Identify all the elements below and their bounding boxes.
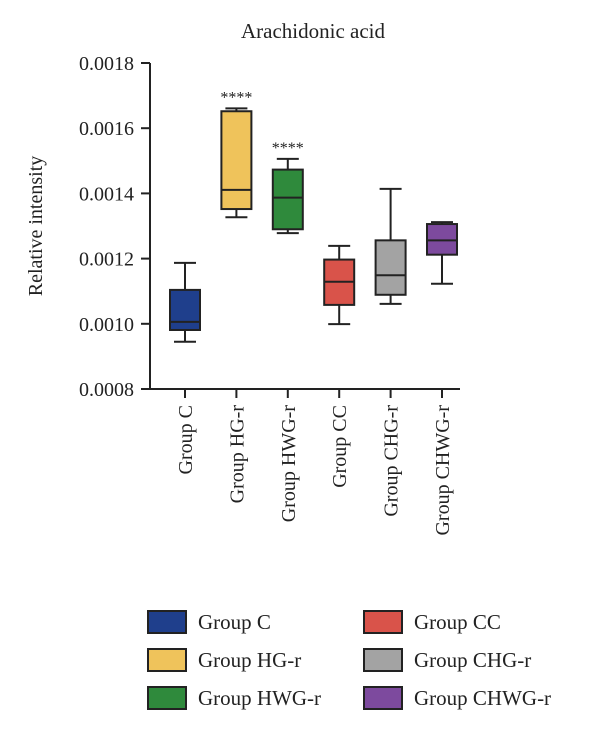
box-group-c [169, 261, 201, 343]
x-category-label: Group HWG-r [278, 405, 300, 523]
y-tick-label: 0.0018 [79, 53, 134, 75]
legend-item: Group CHWG-r [363, 686, 551, 710]
legend-item: Group HWG-r [147, 686, 321, 710]
box-iqr [271, 168, 304, 231]
y-tick-label: 0.0016 [79, 118, 134, 140]
legend-item: Group HG-r [147, 648, 301, 672]
box-group-hwg-r: **** [271, 140, 304, 235]
x-category-label: Group CHWG-r [432, 405, 454, 536]
y-tick-label: 0.0012 [79, 249, 134, 271]
legend-label: Group C [198, 610, 271, 634]
legend-swatch [363, 610, 403, 634]
x-category-label: Group CHG-r [381, 405, 403, 517]
legend-swatch [147, 686, 187, 710]
significance-label: **** [272, 140, 304, 157]
legend: Group C Group CC Group HG-r Group CHG-r Grou… [147, 610, 551, 710]
legend-label: Group HWG-r [198, 686, 321, 710]
box-iqr [220, 110, 253, 211]
y-axis-title: Relative intensity [25, 156, 47, 297]
box-iqr [374, 239, 407, 296]
legend-label: Group CHWG-r [414, 686, 551, 710]
box-group-chg-r [374, 187, 407, 305]
y-tick-label: 0.0014 [79, 183, 134, 205]
legend-label: Group CC [414, 610, 501, 634]
x-category-label: Group C [175, 405, 197, 474]
chart-title: Arachidonic acid [241, 19, 386, 43]
legend-label: Group CHG-r [414, 648, 531, 672]
box-group-cc [323, 244, 356, 326]
x-category-label: Group HG-r [226, 405, 248, 504]
legend-item: Group C [147, 610, 271, 634]
legend-swatch [147, 610, 187, 634]
legend-item: Group CHG-r [363, 648, 531, 672]
y-tick-label: 0.0010 [79, 314, 134, 336]
boxes: **** **** [169, 89, 458, 343]
x-category-label: Group CC [329, 405, 351, 488]
y-axis: 0.0008 0.0010 0.0012 0.0014 0.0016 0.0018 [79, 53, 151, 401]
legend-item: Group CC [363, 610, 501, 634]
legend-label: Group HG-r [198, 648, 301, 672]
box-group-chwg-r [426, 221, 458, 285]
y-tick-label: 0.0008 [79, 379, 134, 401]
legend-swatch [363, 648, 403, 672]
box-iqr [169, 288, 201, 331]
box-group-hg-r: **** [220, 89, 253, 219]
x-axis: Group C Group HG-r Group HWG-r Group CC Grou… [150, 388, 460, 536]
legend-swatch [147, 648, 187, 672]
significance-label: **** [220, 89, 252, 106]
legend-swatch [363, 686, 403, 710]
